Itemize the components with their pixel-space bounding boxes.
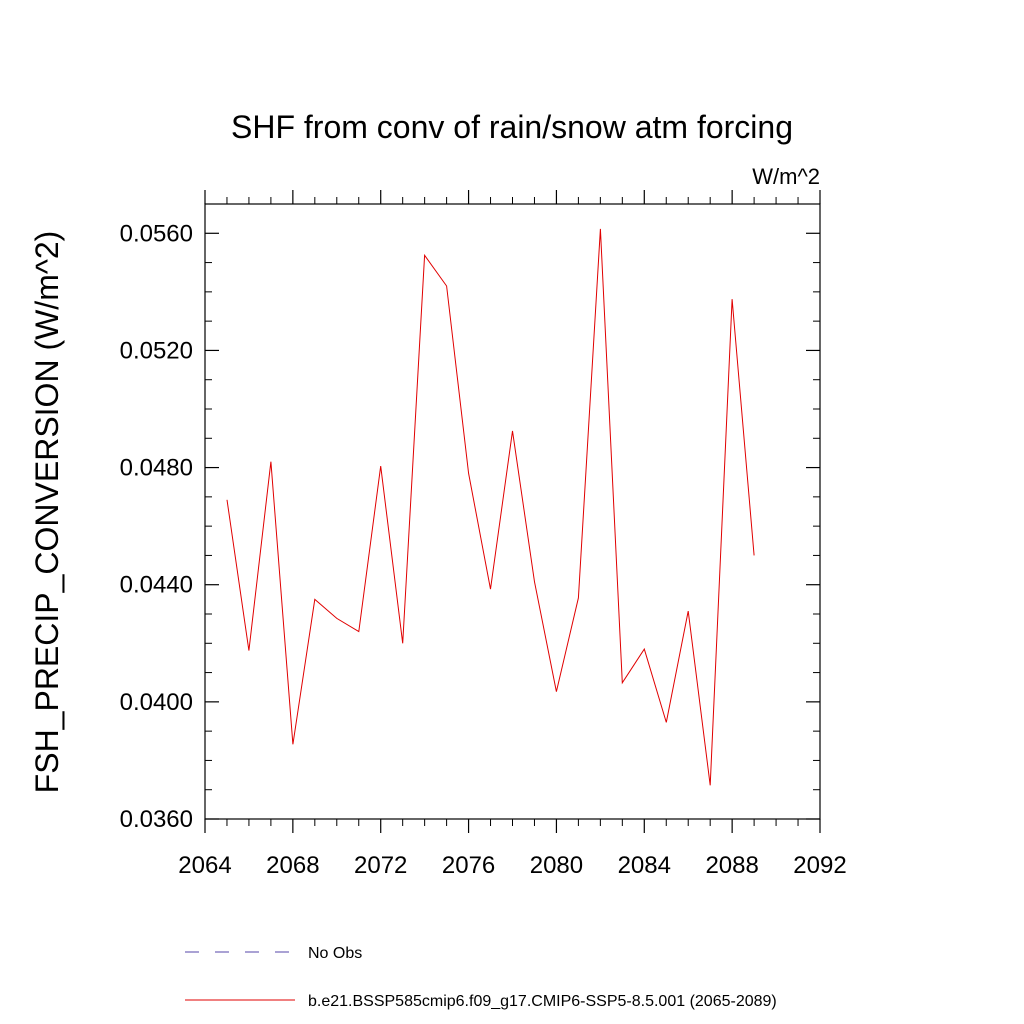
y-tick-label: 0.0560 <box>120 220 193 247</box>
x-tick-label: 2080 <box>530 852 583 879</box>
x-tick-label: 2088 <box>705 852 758 879</box>
legend: No Obs b.e21.BSSP585cmip6.f09_g17.CMIP6-… <box>185 945 777 1010</box>
x-tick-label: 2092 <box>793 852 846 879</box>
y-tick-label: 0.0520 <box>120 337 193 364</box>
x-tick-label: 2072 <box>354 852 407 879</box>
tick-labels: 2064 2068 2072 2076 2080 2084 2088 2092 0.0360 0.… <box>120 220 847 879</box>
units-label: W/m^2 <box>752 164 820 189</box>
y-axis-label: FSH_PRECIP_CONVERSION (W/m^2) <box>29 231 65 794</box>
plot-frame <box>204 203 821 820</box>
y-tick-label: 0.0480 <box>120 455 193 482</box>
legend-label-no-obs: No Obs <box>308 945 362 962</box>
x-tick-label: 2068 <box>266 852 319 879</box>
x-tick-label: 2076 <box>442 852 495 879</box>
x-tick-label: 2084 <box>618 852 671 879</box>
series-group <box>226 228 755 786</box>
axis-ticks <box>204 190 821 833</box>
legend-label-model: b.e21.BSSP585cmip6.f09_g17.CMIP6-SSP5-8.… <box>308 993 777 1010</box>
y-tick-label: 0.0400 <box>120 689 193 716</box>
series-line-0 <box>226 228 755 786</box>
chart-title: SHF from conv of rain/snow atm forcing <box>231 109 793 145</box>
x-tick-label: 2064 <box>178 852 231 879</box>
y-tick-label: 0.0360 <box>120 806 193 833</box>
y-tick-label: 0.0440 <box>120 572 193 599</box>
